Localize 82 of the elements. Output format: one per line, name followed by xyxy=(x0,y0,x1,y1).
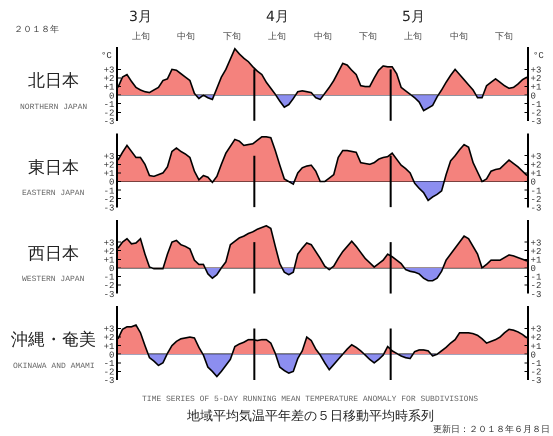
text: 5月 xyxy=(402,9,425,25)
y-tick-label: -3 xyxy=(104,117,114,128)
y2-tick-label: +3 xyxy=(530,238,542,248)
y-tick-label: 0 xyxy=(109,91,114,102)
y2-tick-label: -1 xyxy=(530,186,542,196)
text: 下旬 xyxy=(359,31,377,42)
text: OKINAWA AND AMAMI xyxy=(13,362,95,371)
y-tick-label: +3 xyxy=(104,152,114,162)
y2-tick-label: 0 xyxy=(530,178,536,188)
y2-tick-label: +2 xyxy=(530,333,542,344)
text: 沖縄・奄美 xyxy=(11,330,96,350)
y-axis-title: °C xyxy=(101,51,112,61)
y2-tick-label: +2 xyxy=(530,246,542,257)
y-tick-label: -1 xyxy=(104,186,114,196)
text: 更新日：２０１８年６月８日 xyxy=(433,424,550,435)
text: TIME SERIES OF 5-DAY RUNNING MEAN TEMPERATURE ANOMALY FOR SUBDIVISIONS xyxy=(142,395,478,404)
y-tick-label: +2 xyxy=(104,74,114,84)
y2-tick-label: +3 xyxy=(530,66,542,76)
y-tick-label: -2 xyxy=(104,108,114,118)
text: 下旬 xyxy=(495,31,513,42)
y-tick-label: 0 xyxy=(109,350,114,360)
y2-tick-label: -2 xyxy=(530,194,542,205)
y-tick-label: +2 xyxy=(104,246,114,257)
text: 4月 xyxy=(266,9,289,25)
y-tick-label: +2 xyxy=(104,160,114,170)
y2-tick-label: 0 xyxy=(530,350,536,360)
y2-tick-label: +3 xyxy=(530,324,542,335)
y-tick-label: +1 xyxy=(104,255,114,266)
y-tick-label: +1 xyxy=(104,342,114,352)
y-tick-label: 0 xyxy=(109,178,114,188)
y-tick-label: -1 xyxy=(104,100,114,110)
y-tick-label: +2 xyxy=(104,333,114,344)
y-tick-label: -2 xyxy=(104,281,114,292)
text: 北日本 xyxy=(28,71,79,91)
y-tick-label: -3 xyxy=(104,203,114,214)
y2-tick-label: 0 xyxy=(530,91,536,102)
y2-tick-label: -1 xyxy=(530,358,542,369)
y-tick-label: -2 xyxy=(104,194,114,205)
text: 西日本 xyxy=(28,244,79,264)
text: 上旬 xyxy=(268,31,286,42)
y2-tick-label: -3 xyxy=(530,376,542,386)
y2-tick-label: +1 xyxy=(530,255,542,266)
y2-axis-title: °C xyxy=(533,51,544,61)
text: ２０１８年 xyxy=(14,24,59,35)
y-tick-label: +3 xyxy=(104,324,114,335)
y2-tick-label: -1 xyxy=(530,100,542,110)
y2-tick-label: -2 xyxy=(530,368,542,378)
y-tick-label: -3 xyxy=(104,376,114,386)
y-tick-label: -3 xyxy=(104,290,114,300)
text: 上旬 xyxy=(404,31,422,42)
text: 東日本 xyxy=(28,158,79,178)
text: 上旬 xyxy=(132,31,150,42)
y-tick-label: 0 xyxy=(109,264,114,274)
y-tick-label: -1 xyxy=(104,272,114,283)
y2-tick-label: -1 xyxy=(530,272,542,283)
text: 中旬 xyxy=(314,31,332,42)
y2-tick-label: -3 xyxy=(530,117,542,128)
y2-tick-label: +2 xyxy=(530,74,542,84)
y2-tick-label: +1 xyxy=(530,169,542,180)
text: 中旬 xyxy=(450,31,468,42)
y2-tick-label: -3 xyxy=(530,203,542,214)
text: 3月 xyxy=(129,9,152,25)
text: 下旬 xyxy=(223,31,241,42)
y2-tick-label: -3 xyxy=(530,290,542,300)
y2-tick-label: -2 xyxy=(530,108,542,118)
text: EASTERN JAPAN xyxy=(22,189,85,198)
y2-tick-label: -2 xyxy=(530,281,542,292)
y-tick-label: -2 xyxy=(104,368,114,378)
y2-tick-label: +3 xyxy=(530,152,542,162)
y2-tick-label: +2 xyxy=(530,160,542,170)
y2-tick-label: +1 xyxy=(530,82,542,93)
text: NORTHERN JAPAN xyxy=(20,103,88,112)
y2-tick-label: 0 xyxy=(530,264,536,274)
y-tick-label: -1 xyxy=(104,358,114,369)
text: 中旬 xyxy=(177,31,195,42)
y2-tick-label: +1 xyxy=(530,342,542,352)
y-tick-label: +1 xyxy=(104,82,114,93)
y-tick-label: +3 xyxy=(104,66,114,76)
text: WESTERN JAPAN xyxy=(22,275,85,284)
y-tick-label: +3 xyxy=(104,238,114,248)
text: 地域平均気温平年差の５日移動平均時系列 xyxy=(186,409,434,424)
y-tick-label: +1 xyxy=(104,169,114,180)
